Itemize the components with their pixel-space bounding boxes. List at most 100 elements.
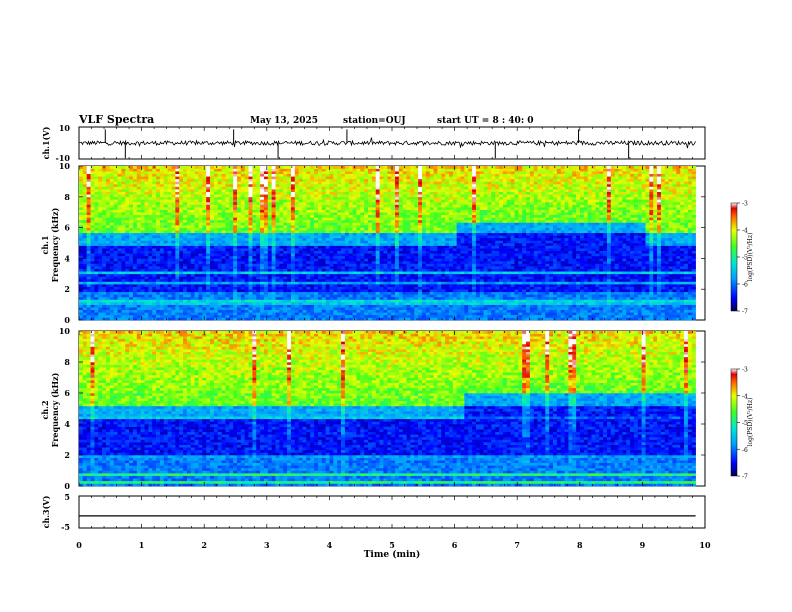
ch1-spectrogram-cell bbox=[113, 296, 118, 300]
ch1-spectrogram-cell bbox=[225, 302, 230, 305]
ch1-spectrogram-cell bbox=[306, 207, 311, 210]
ch1-spectrogram-cell bbox=[333, 291, 338, 295]
ch1-spectrogram-cell bbox=[310, 173, 315, 177]
ch1-spectrogram-cell bbox=[290, 263, 296, 267]
ch1-spectrogram-cell bbox=[186, 232, 192, 236]
ch1-spectrogram-cell bbox=[298, 235, 303, 239]
ch1-spectrogram-cell bbox=[129, 227, 134, 231]
ch1-spectrogram-cell bbox=[283, 214, 288, 218]
ch1-spectrogram-cell bbox=[298, 199, 303, 203]
ch1-spectrogram-cell bbox=[252, 214, 257, 218]
ch1-spectrogram-cell bbox=[117, 176, 122, 180]
ch1-spectrogram-cell bbox=[364, 225, 369, 228]
ch1-spectrogram-cell bbox=[94, 302, 99, 305]
ch1-spectrogram-cell bbox=[371, 230, 377, 234]
ch1-spectrogram-cell bbox=[375, 302, 380, 305]
ch1-spectrogram-cell bbox=[206, 304, 211, 308]
ch1-spectrogram-cell bbox=[202, 178, 207, 182]
ch1-spectrogram-cell bbox=[287, 237, 292, 241]
ch1-spectrogram-cell bbox=[117, 258, 122, 262]
ch1-spectrogram-cell bbox=[240, 304, 246, 308]
ch1-spectrogram-cell bbox=[98, 207, 103, 210]
ch1-spectrogram-cell bbox=[314, 276, 319, 280]
ch1-spectrogram-cell bbox=[337, 166, 342, 169]
ch1-spectrogram-cell bbox=[179, 299, 184, 303]
ch1-spectrogram-cell bbox=[79, 237, 84, 241]
ch1-spectrogram-cell bbox=[152, 171, 157, 174]
ch1-spectrogram-cell bbox=[198, 183, 203, 187]
ch1-spectrogram-cell bbox=[98, 304, 103, 308]
ch1-spectrogram-cell bbox=[344, 230, 350, 234]
ch1-spectrogram-cell bbox=[217, 196, 222, 200]
ch1-spectrogram-cell bbox=[321, 273, 326, 277]
ch1-spectrogram-cell bbox=[105, 309, 111, 313]
ch1-spectrogram-cell bbox=[113, 309, 118, 313]
ch1-spectrogram-cell bbox=[152, 196, 157, 200]
ch1-spectrogram-cell bbox=[263, 176, 269, 180]
ch1-spectrogram-cell bbox=[175, 207, 180, 210]
ch1-spectrogram-cell bbox=[275, 273, 280, 277]
ch1-spectrogram-cell bbox=[302, 304, 307, 308]
ch1-spectrogram-cell bbox=[317, 217, 323, 221]
ch1-spectrogram-cell bbox=[271, 176, 276, 180]
ch1-spectrogram-cell bbox=[186, 289, 192, 293]
ch1-spectrogram-cell bbox=[337, 289, 342, 293]
ch1-spectrogram-cell bbox=[183, 307, 188, 311]
ch1-spectrogram-cell bbox=[86, 222, 91, 226]
ch1-spectrogram-cell bbox=[375, 294, 380, 298]
ch1-spectrogram-cell bbox=[271, 199, 276, 203]
ch1-spectrogram-cell bbox=[252, 248, 257, 251]
ch1-spectrogram-cell bbox=[156, 302, 161, 305]
ch1-spectrogram-cell bbox=[198, 209, 203, 213]
ch1-spectrogram-cell bbox=[109, 250, 114, 254]
ch1-spectrogram-cell bbox=[383, 255, 388, 259]
ch1-spectrogram-cell bbox=[117, 181, 122, 185]
ch1-spectrogram-cell bbox=[190, 253, 195, 257]
ch1-spectrogram-cell bbox=[98, 240, 103, 244]
ch1-spectrogram-cell bbox=[233, 209, 238, 213]
ch1-spectrogram-cell bbox=[105, 278, 111, 282]
ch1-spectrogram-cell bbox=[163, 304, 168, 308]
ch1-spectrogram-cell bbox=[337, 217, 342, 221]
ch1-spectrogram-cell bbox=[132, 312, 138, 316]
ch1-spectrogram-cell bbox=[352, 296, 357, 300]
ch1-spectrogram-cell bbox=[267, 181, 272, 185]
ch1-spectrogram-cell bbox=[321, 296, 326, 300]
ch1-spectrogram-cell bbox=[256, 255, 261, 259]
ch1-spectrogram-cell bbox=[79, 189, 84, 192]
ch1-spectrogram-cell bbox=[287, 191, 292, 195]
ch1-spectrogram-cell bbox=[229, 171, 234, 174]
ch1-spectrogram-cell bbox=[198, 186, 203, 190]
ch1-spectrogram-cell bbox=[90, 260, 95, 264]
ch1-spectrogram-cell bbox=[256, 294, 261, 298]
ch1-spectrogram-cell bbox=[294, 243, 299, 246]
ch1-spectrogram-cell bbox=[217, 258, 222, 262]
ch1-spectrogram-cell bbox=[271, 317, 276, 321]
ch1-spectrogram-cell bbox=[244, 230, 249, 234]
ch1-spectrogram-cell bbox=[294, 166, 299, 169]
ch1-spectrogram-cell bbox=[105, 258, 111, 262]
ch1-spectrogram-cell bbox=[298, 255, 303, 259]
ch1-spectrogram-cell bbox=[302, 232, 307, 236]
ch1-spectrogram-cell bbox=[132, 294, 138, 298]
ch1-spectrogram-cell bbox=[371, 250, 377, 254]
ch1-spectrogram-cell bbox=[379, 304, 384, 308]
ch1-spectrogram-cell bbox=[136, 309, 141, 313]
ch1-spectrogram-cell bbox=[171, 219, 176, 223]
ch1-spectrogram-cell bbox=[371, 273, 377, 277]
ch1-spectrogram-cell bbox=[210, 253, 215, 257]
ch1-spectrogram-cell bbox=[148, 309, 153, 313]
ch1-spectrogram-cell bbox=[210, 307, 215, 311]
ch1-spectrogram-cell bbox=[82, 289, 87, 293]
ch1-spectrogram-cell bbox=[132, 255, 138, 259]
ch1-spectrogram-cell bbox=[256, 171, 261, 174]
ch1-spectrogram-cell bbox=[356, 307, 361, 311]
ch1-spectrogram-cell bbox=[86, 253, 91, 257]
ch1-spectrogram-cell bbox=[109, 271, 114, 275]
ch1-spectrogram-cell bbox=[217, 286, 222, 290]
ch1-spectrogram-cell bbox=[210, 291, 215, 295]
ch1-spectrogram-cell bbox=[117, 312, 122, 316]
ch1-spectrogram-cell bbox=[171, 232, 176, 236]
ch1-spectrogram-cell bbox=[244, 286, 249, 290]
ch1-spectrogram-cell bbox=[175, 232, 180, 236]
